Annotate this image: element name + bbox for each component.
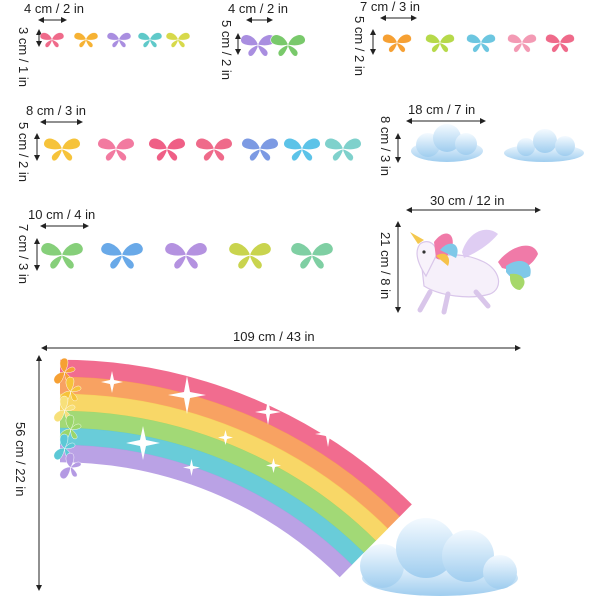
unicorn-width-label: 30 cm / 12 in	[430, 193, 505, 208]
butterfly-icon	[40, 242, 84, 270]
small-cloud-right	[504, 129, 584, 162]
butterfly-icon	[73, 32, 99, 48]
cloud-width-label: 18 cm / 7 in	[408, 102, 476, 117]
butterfly-icon	[270, 34, 306, 57]
butterfly-icon	[382, 33, 412, 53]
butterfly-icon	[137, 32, 163, 48]
butterfly-icon	[100, 242, 144, 270]
group2-width-label: 4 cm / 2 in	[228, 1, 288, 16]
butterfly-icon	[97, 137, 135, 162]
rainbow-cloud	[360, 518, 518, 596]
butterfly-icon	[283, 137, 321, 162]
butterfly-icon	[165, 32, 191, 48]
butterfly-icon	[240, 34, 276, 57]
butterfly-icon	[241, 137, 279, 162]
group3-width-label: 7 cm / 3 in	[360, 0, 420, 14]
butterfly-icon	[507, 33, 537, 53]
butterfly-icon	[164, 242, 208, 270]
butterfly-icon	[43, 137, 81, 162]
rainbow-band	[59, 410, 376, 554]
butterfly-icon	[39, 32, 65, 48]
rainbow	[52, 356, 412, 578]
butterfly-icon	[425, 33, 455, 53]
group4-width-label: 8 cm / 3 in	[26, 103, 86, 118]
rainbow-band	[59, 359, 412, 517]
butterfly-icon	[290, 242, 334, 270]
rainbow-band	[59, 376, 400, 529]
rainbow-band	[59, 393, 388, 542]
butterfly-icon	[195, 137, 233, 162]
butterfly-icon	[466, 33, 496, 53]
small-cloud-left	[411, 124, 483, 162]
butterfly-icon	[148, 137, 186, 162]
dimension-arrows	[34, 15, 541, 591]
butterfly-icon	[228, 242, 272, 270]
rainbow-width-label: 109 cm / 43 in	[233, 329, 315, 344]
butterfly-icon	[545, 33, 575, 53]
unicorn	[410, 229, 538, 315]
sparkles	[101, 371, 428, 544]
group1-width-label: 4 cm / 2 in	[24, 1, 84, 16]
butterfly-icon	[106, 32, 132, 48]
group5-width-label: 10 cm / 4 in	[28, 207, 96, 222]
rainbow-band	[59, 444, 353, 578]
rainbow-band	[59, 427, 364, 566]
butterfly-icon	[324, 137, 362, 162]
